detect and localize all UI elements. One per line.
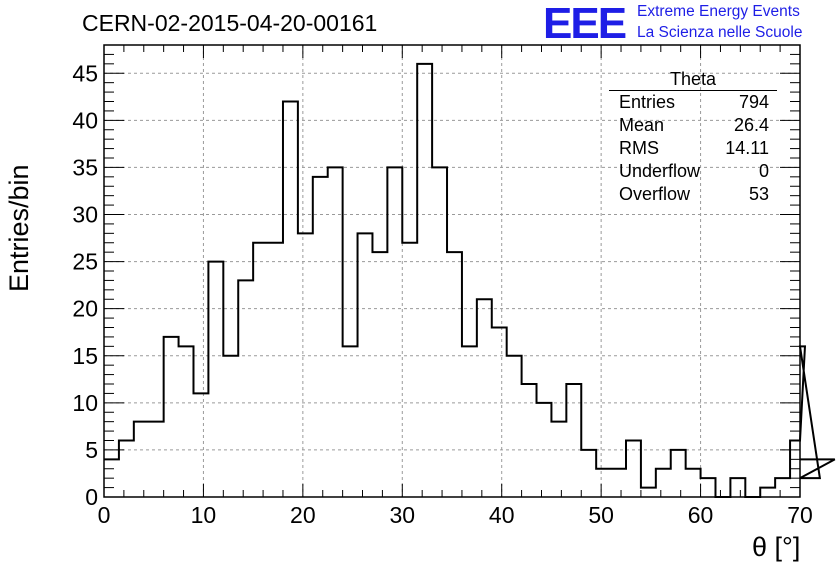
histogram-bin xyxy=(611,469,626,497)
histogram-bin xyxy=(208,262,223,497)
x-tick-label: 50 xyxy=(588,502,614,528)
histogram-bin xyxy=(402,243,417,497)
stats-label: Mean xyxy=(619,115,665,135)
histogram-bin xyxy=(193,393,208,497)
y-tick-label: 25 xyxy=(72,249,98,275)
stats-label: Underflow xyxy=(619,161,701,181)
y-tick-label: 20 xyxy=(72,296,98,322)
histogram-bin xyxy=(387,167,402,497)
histogram-bin xyxy=(671,450,686,497)
stats-row-rms: RMS 14.11 xyxy=(609,137,777,160)
histogram-bin xyxy=(179,346,194,497)
histogram-bin xyxy=(447,252,462,497)
histogram-bin xyxy=(134,422,149,497)
x-tick-label: 60 xyxy=(688,502,714,528)
stats-value: 53 xyxy=(748,184,769,204)
stats-label: Overflow xyxy=(619,184,691,204)
x-tick-label: 20 xyxy=(290,502,316,528)
histogram-bin xyxy=(432,167,447,497)
histogram-bin xyxy=(551,422,566,497)
y-tick-label: 5 xyxy=(85,437,98,463)
y-tick-label: 10 xyxy=(72,390,98,416)
histogram-bin xyxy=(492,328,507,498)
histogram-bin xyxy=(119,441,134,498)
histogram-bin xyxy=(775,478,790,497)
histogram-bin xyxy=(566,384,581,497)
y-axis-label: Entries/bin xyxy=(4,164,34,292)
stats-label: RMS xyxy=(619,138,659,158)
stats-value: 26.4 xyxy=(733,115,769,135)
histogram-bin xyxy=(701,478,716,497)
x-tick-label: 10 xyxy=(191,502,217,528)
histogram-bin xyxy=(641,488,656,497)
stats-value: 0 xyxy=(758,161,769,181)
histogram-bin xyxy=(730,478,745,497)
histogram-bin xyxy=(372,252,387,497)
histogram-bin xyxy=(238,280,253,497)
histogram-bin xyxy=(462,346,477,497)
histogram-bin xyxy=(268,243,283,497)
histogram-bin xyxy=(223,356,238,497)
histogram-bin xyxy=(164,337,179,497)
stats-title: Theta xyxy=(609,69,777,91)
logo-line-extreme-energy-events: Extreme Energy Events xyxy=(637,3,800,20)
histogram-bin xyxy=(477,299,492,497)
histogram-bin xyxy=(507,356,522,497)
x-axis-label: θ [°] xyxy=(752,532,801,562)
stats-value: 794 xyxy=(738,92,769,112)
histogram-bin xyxy=(537,403,552,497)
x-tick-label: 30 xyxy=(389,502,415,528)
histogram-bin xyxy=(253,243,268,497)
y-tick-label: 0 xyxy=(85,484,98,510)
histogram-bin xyxy=(596,469,611,497)
run-title: CERN-02-2015-04-20-00161 xyxy=(82,10,378,36)
stats-row-mean: Mean 26.4 xyxy=(609,114,777,137)
histogram-bin xyxy=(328,167,343,497)
stats-row-entries: Entries 794 xyxy=(609,91,777,114)
stats-value: 14.11 xyxy=(725,138,769,158)
histogram-bin xyxy=(313,177,328,497)
histogram-bin xyxy=(626,441,641,498)
histogram-bin xyxy=(760,488,775,497)
x-tick-label: 40 xyxy=(489,502,515,528)
axis-ticks: 0 10 20 30 40 50 60 70 0 5 10 15 20 25 30 35 40 45 xyxy=(72,44,813,528)
histogram-bin xyxy=(358,233,373,497)
eee-logo: EEE xyxy=(543,0,627,48)
histogram-bin xyxy=(149,422,164,497)
grid-lines xyxy=(104,45,800,497)
histogram-bin xyxy=(656,469,671,497)
x-tick-label: 70 xyxy=(787,502,813,528)
histogram-bin xyxy=(522,384,537,497)
histogram-bin xyxy=(298,233,313,497)
stats-row-overflow: Overflow 53 xyxy=(609,183,777,206)
x-tick-label: 0 xyxy=(98,502,111,528)
y-tick-label: 40 xyxy=(72,107,98,133)
histogram-bin xyxy=(343,346,358,497)
y-tick-label: 35 xyxy=(72,154,98,180)
stats-box: Theta Entries 794 Mean 26.4 RMS 14.11 Un… xyxy=(609,69,777,206)
logo-line-la-scienza: La Scienza nelle Scuole xyxy=(637,24,803,41)
stats-row-underflow: Underflow 0 xyxy=(609,160,777,183)
stats-label: Entries xyxy=(619,92,676,112)
y-tick-label: 45 xyxy=(72,60,98,86)
histogram-bin xyxy=(417,64,432,497)
y-tick-label: 15 xyxy=(72,343,98,369)
histogram-bin xyxy=(283,102,298,498)
histogram-bin xyxy=(686,469,701,497)
histogram-bin xyxy=(581,450,596,497)
y-tick-label: 30 xyxy=(72,202,98,228)
